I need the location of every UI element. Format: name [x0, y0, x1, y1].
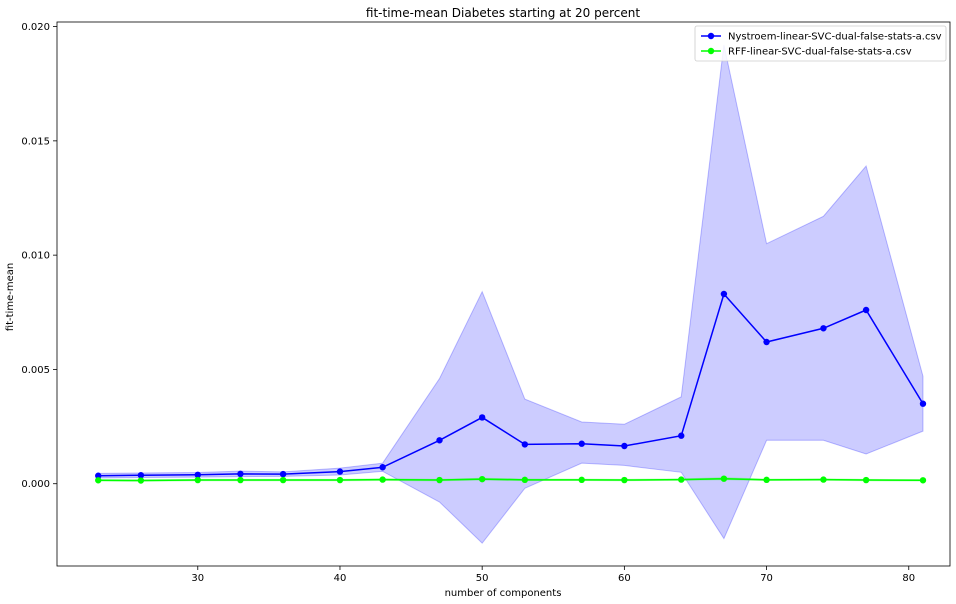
series-line: [98, 477, 923, 482]
data-point: [379, 476, 386, 483]
legend-marker: [707, 32, 715, 40]
data-point: [621, 442, 628, 450]
legend-box: [694, 25, 947, 62]
data-point: [720, 290, 728, 298]
data-point: [578, 476, 585, 484]
data-point: [336, 476, 344, 484]
legend-label: RFF-linear-SVC-dual-false-stats-a.csv: [728, 47, 912, 58]
plot-frame: [56, 21, 951, 567]
data-point: [478, 414, 486, 421]
data-point: [521, 441, 529, 448]
data-point: [678, 476, 685, 483]
data-point: [720, 475, 728, 482]
data-point: [820, 325, 827, 332]
legend-label: Nystroem-linear-SVC-dual-false-stats-a.c…: [728, 32, 942, 43]
data-point: [521, 476, 529, 484]
series-0: [95, 44, 927, 544]
x-tick-label: 80: [902, 573, 915, 584]
x-tick-label: 30: [191, 573, 204, 584]
x-tick-label: 70: [760, 573, 773, 584]
data-point: [763, 338, 770, 346]
chart-title: fit-time-mean Diabetes starting at 20 pe…: [366, 6, 640, 20]
x-axis-label: number of components: [445, 588, 562, 599]
data-point: [237, 476, 244, 484]
data-point: [95, 472, 102, 479]
plot-area: [95, 44, 927, 544]
data-point: [478, 475, 486, 483]
data-point: [436, 476, 443, 484]
y-tick-label: 0.020: [21, 22, 50, 33]
data-point: [436, 437, 443, 444]
x-axis: 30 40 50 60 70 80: [191, 566, 915, 584]
data-point: [763, 476, 770, 484]
data-point: [279, 470, 287, 478]
data-point: [137, 472, 145, 479]
data-point: [194, 476, 201, 484]
data-point: [820, 476, 827, 483]
legend-marker: [707, 47, 715, 55]
data-point: [95, 477, 102, 484]
data-point: [237, 470, 244, 478]
x-tick-label: 60: [618, 573, 631, 584]
series-band: [97, 44, 924, 544]
data-point: [678, 432, 685, 439]
data-point: [194, 471, 201, 478]
data-point: [919, 477, 927, 484]
data-point: [919, 400, 927, 407]
data-point: [621, 476, 628, 484]
x-tick-label: 50: [476, 573, 489, 584]
y-tick-label: 0.015: [21, 136, 50, 147]
data-point: [279, 476, 287, 484]
series-1: [95, 475, 927, 484]
data-point: [379, 464, 386, 471]
data-point: [578, 440, 585, 447]
legend-item: Nystroem-linear-SVC-dual-false-stats-a.c…: [701, 32, 942, 43]
x-tick-label: 40: [334, 573, 347, 584]
legend: Nystroem-linear-SVC-dual-false-stats-a.c…: [694, 25, 947, 62]
series-line: [98, 292, 924, 477]
y-axis: 0.000 0.005 0.010 0.015 0.020: [21, 22, 57, 490]
data-point: [862, 306, 870, 314]
y-axis-label: fit-time-mean: [5, 263, 16, 331]
data-point: [336, 468, 344, 475]
data-point: [137, 477, 145, 484]
legend-item: RFF-linear-SVC-dual-false-stats-a.csv: [701, 47, 912, 58]
data-point: [862, 476, 870, 484]
y-tick-label: 0.005: [21, 365, 50, 376]
y-tick-label: 0.000: [21, 479, 50, 490]
y-tick-label: 0.010: [21, 251, 50, 262]
